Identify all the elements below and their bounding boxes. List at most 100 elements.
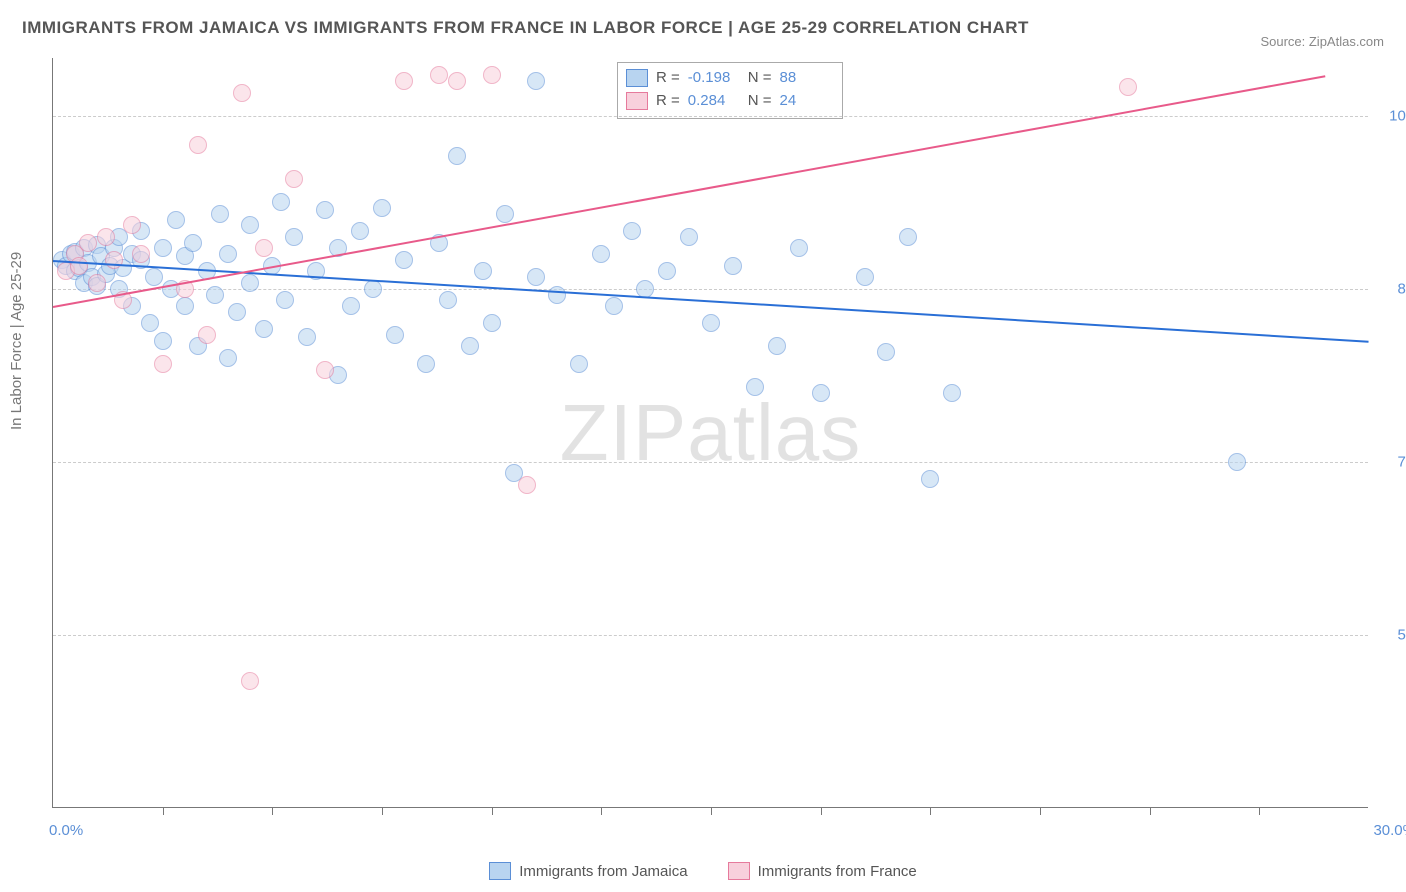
x-tick-label: 0.0% bbox=[49, 822, 83, 839]
legend-item-france: Immigrants from France bbox=[728, 862, 917, 880]
data-point bbox=[527, 268, 545, 286]
data-point bbox=[702, 314, 720, 332]
data-point bbox=[461, 337, 479, 355]
data-point bbox=[605, 297, 623, 315]
data-point bbox=[154, 239, 172, 257]
data-point bbox=[154, 332, 172, 350]
data-point bbox=[255, 320, 273, 338]
data-point bbox=[285, 228, 303, 246]
data-point bbox=[1119, 78, 1137, 96]
data-point bbox=[97, 228, 115, 246]
legend-label-jamaica: Immigrants from Jamaica bbox=[519, 863, 687, 880]
data-point bbox=[285, 170, 303, 188]
data-point bbox=[921, 470, 939, 488]
source-link[interactable]: ZipAtlas.com bbox=[1309, 34, 1384, 49]
x-tick bbox=[1259, 807, 1260, 815]
data-point bbox=[228, 303, 246, 321]
data-point bbox=[527, 72, 545, 90]
data-point bbox=[448, 72, 466, 90]
data-point bbox=[141, 314, 159, 332]
plot-area: ZIPatlas R = -0.198 N = 88 R = 0.284 N =… bbox=[52, 58, 1368, 808]
stats-row: R = 0.284 N = 24 bbox=[626, 90, 832, 113]
swatch-france bbox=[626, 92, 648, 110]
n-value-jamaica: 88 bbox=[780, 67, 832, 90]
data-point bbox=[70, 257, 88, 275]
data-point bbox=[680, 228, 698, 246]
data-point bbox=[943, 384, 961, 402]
data-point bbox=[298, 328, 316, 346]
swatch-jamaica bbox=[489, 862, 511, 880]
data-point bbox=[176, 297, 194, 315]
data-point bbox=[812, 384, 830, 402]
y-tick-label: 100.0% bbox=[1376, 107, 1406, 124]
data-point bbox=[724, 257, 742, 275]
x-tick bbox=[382, 807, 383, 815]
x-tick bbox=[492, 807, 493, 815]
data-point bbox=[105, 251, 123, 269]
data-point bbox=[439, 291, 457, 309]
data-point bbox=[184, 234, 202, 252]
data-point bbox=[189, 136, 207, 154]
r-value-france: 0.284 bbox=[688, 90, 740, 113]
data-point bbox=[746, 378, 764, 396]
x-tick bbox=[163, 807, 164, 815]
y-tick-label: 55.0% bbox=[1376, 626, 1406, 643]
legend-label-france: Immigrants from France bbox=[758, 863, 917, 880]
swatch-france bbox=[728, 862, 750, 880]
x-tick bbox=[601, 807, 602, 815]
data-point bbox=[548, 286, 566, 304]
data-point bbox=[483, 66, 501, 84]
data-point bbox=[592, 245, 610, 263]
data-point bbox=[877, 343, 895, 361]
data-point bbox=[272, 193, 290, 211]
data-point bbox=[316, 361, 334, 379]
data-point bbox=[395, 72, 413, 90]
data-point bbox=[241, 216, 259, 234]
data-point bbox=[316, 201, 334, 219]
data-point bbox=[241, 274, 259, 292]
data-point bbox=[219, 349, 237, 367]
n-label: N = bbox=[748, 90, 772, 113]
data-point bbox=[79, 234, 97, 252]
data-point bbox=[351, 222, 369, 240]
data-point bbox=[198, 326, 216, 344]
data-point bbox=[219, 245, 237, 263]
watermark-zip: ZIP bbox=[560, 388, 687, 477]
data-point bbox=[570, 355, 588, 373]
stats-row: R = -0.198 N = 88 bbox=[626, 67, 832, 90]
data-point bbox=[899, 228, 917, 246]
data-point bbox=[123, 216, 141, 234]
data-point bbox=[342, 297, 360, 315]
data-point bbox=[395, 251, 413, 269]
data-point bbox=[255, 239, 273, 257]
data-point bbox=[206, 286, 224, 304]
gridline-horizontal bbox=[53, 462, 1368, 463]
data-point bbox=[856, 268, 874, 286]
watermark-atlas: atlas bbox=[687, 388, 861, 477]
data-point bbox=[373, 199, 391, 217]
data-point bbox=[233, 84, 251, 102]
x-tick bbox=[1150, 807, 1151, 815]
x-tick bbox=[930, 807, 931, 815]
r-value-jamaica: -0.198 bbox=[688, 67, 740, 90]
data-point bbox=[276, 291, 294, 309]
source-prefix: Source: bbox=[1260, 34, 1308, 49]
correlation-stats-box: R = -0.198 N = 88 R = 0.284 N = 24 bbox=[617, 62, 843, 119]
data-point bbox=[474, 262, 492, 280]
data-point bbox=[167, 211, 185, 229]
data-point bbox=[483, 314, 501, 332]
data-point bbox=[768, 337, 786, 355]
data-point bbox=[154, 355, 172, 373]
chart-title: IMMIGRANTS FROM JAMAICA VS IMMIGRANTS FR… bbox=[22, 18, 1029, 38]
y-tick-label: 70.0% bbox=[1376, 453, 1406, 470]
data-point bbox=[623, 222, 641, 240]
bottom-legend: Immigrants from Jamaica Immigrants from … bbox=[0, 862, 1406, 880]
n-value-france: 24 bbox=[780, 90, 832, 113]
data-point bbox=[518, 476, 536, 494]
gridline-horizontal bbox=[53, 635, 1368, 636]
y-axis-label: In Labor Force | Age 25-29 bbox=[8, 252, 25, 430]
swatch-jamaica bbox=[626, 69, 648, 87]
x-tick bbox=[1040, 807, 1041, 815]
data-point bbox=[496, 205, 514, 223]
source-attribution: Source: ZipAtlas.com bbox=[1260, 34, 1384, 49]
